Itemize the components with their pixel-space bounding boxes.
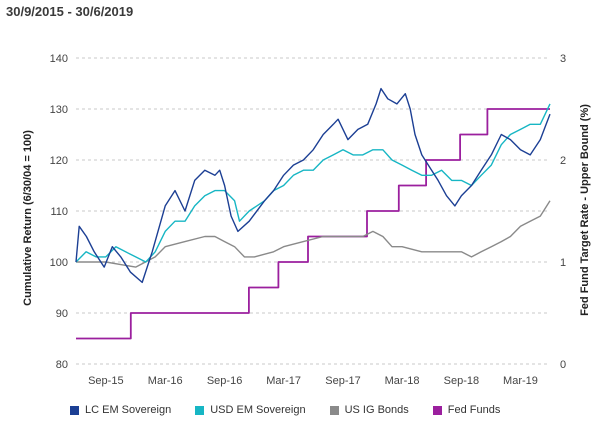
x-tick-label: Mar-19: [503, 375, 538, 387]
series-lines: [75, 87, 551, 340]
series-line-fed-funds: [76, 108, 550, 340]
series-line-usd-em-sovereign: [75, 103, 551, 263]
x-axis-ticks: Sep-15 Mar-16 Sep-16 Mar-17 Sep-17 Mar-18 Sep-…: [88, 375, 538, 387]
y-tick-label: 120: [50, 155, 68, 167]
legend-item: USD EM Sovereign: [195, 404, 306, 416]
legend-swatch: [329, 405, 339, 415]
legend-swatch: [70, 405, 79, 415]
y-tick-label: 100: [50, 257, 68, 269]
y2-tick-label: 0: [560, 359, 566, 371]
x-tick-label: Mar-18: [385, 375, 420, 387]
y-tick-label: 130: [50, 104, 68, 116]
series-line-lc-em-sovereign: [75, 87, 551, 284]
left-axis-title: Cumulative Return (6/30/04 = 100): [22, 130, 34, 306]
x-tick-label: Mar-16: [148, 375, 183, 387]
legend-swatch: [195, 405, 205, 415]
x-tick-label: Sep-16: [207, 375, 242, 387]
legend-label: LC EM Sovereign: [85, 404, 172, 416]
legend-label: US IG Bonds: [344, 404, 409, 416]
y-tick-label: 140: [50, 53, 68, 65]
chart-subtitle: 30/9/2015 - 30/6/2019: [6, 4, 134, 19]
x-tick-label: Mar-17: [266, 375, 301, 387]
x-tick-label: Sep-18: [444, 375, 479, 387]
right-axis-ticks: 0 1 2 3: [560, 53, 566, 371]
y-tick-label: 110: [50, 206, 68, 218]
y2-tick-label: 2: [560, 155, 566, 167]
legend-item: LC EM Sovereign: [70, 404, 171, 416]
left-axis-ticks: 80 90 100 110 120 130 140: [50, 53, 68, 371]
legend-item: Fed Funds: [432, 404, 501, 416]
y2-tick-label: 1: [560, 257, 566, 269]
legend: LC EM Sovereign USD EM Sovereign US IG Bon…: [70, 404, 500, 416]
right-axis-title: Fed Fund Target Rate - Upper Bound (%): [579, 104, 591, 316]
series-line-us-ig-bonds: [76, 200, 551, 268]
x-tick-label: Sep-15: [88, 375, 123, 387]
x-tick-label: Sep-17: [325, 375, 360, 387]
grid-lines: [76, 57, 550, 365]
legend-item: US IG Bonds: [329, 404, 409, 416]
legend-swatch: [432, 405, 442, 415]
y-tick-label: 90: [56, 308, 68, 320]
y-tick-label: 80: [56, 359, 68, 371]
y2-tick-label: 3: [560, 53, 566, 65]
legend-label: USD EM Sovereign: [210, 404, 306, 416]
legend-label: Fed Funds: [447, 404, 501, 416]
